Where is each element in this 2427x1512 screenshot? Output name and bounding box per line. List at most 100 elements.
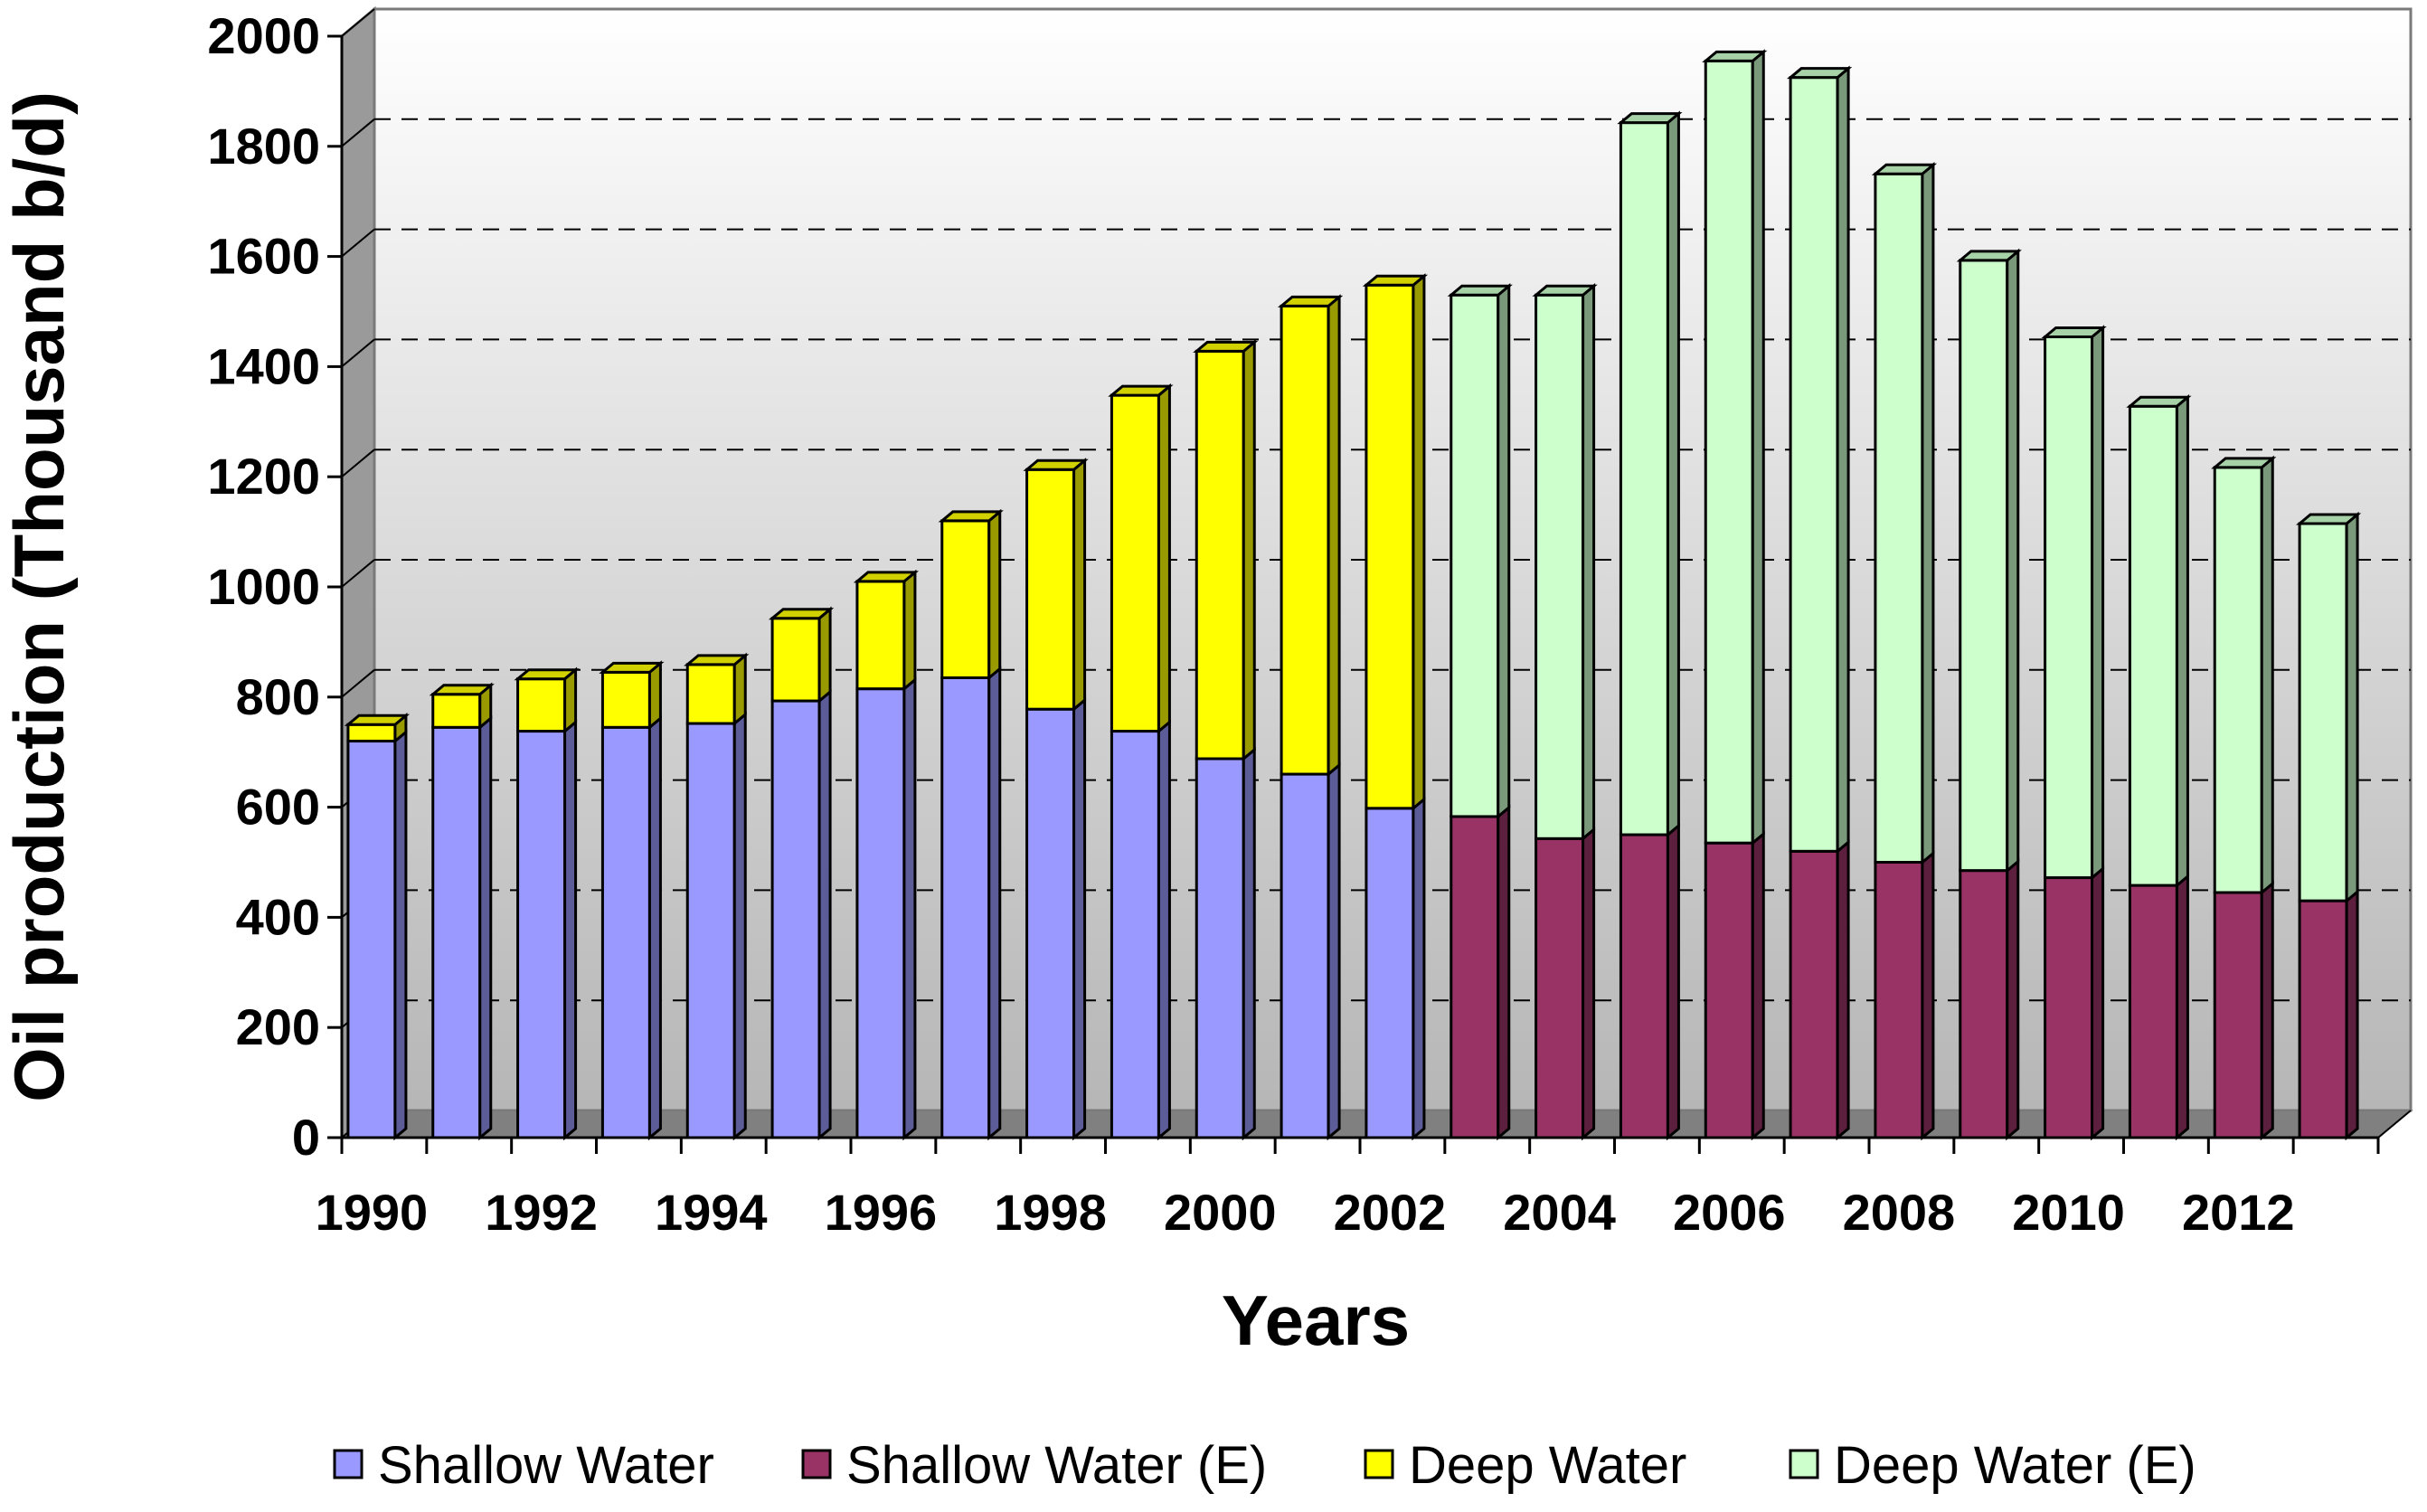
bar-stack-2011 xyxy=(2126,394,2192,1141)
bar-stack-2005 xyxy=(1617,110,1683,1141)
legend: Shallow Water Shallow Water (E) Deep Water… xyxy=(333,1436,2196,1495)
legend-swatch xyxy=(1364,1449,1394,1479)
bar-stack-1992 xyxy=(514,666,580,1141)
bar-side xyxy=(1921,162,1935,865)
bar-side xyxy=(1072,458,1087,713)
bar-top xyxy=(2211,457,2277,469)
bar-side xyxy=(2345,888,2359,1141)
y-tick-label: 0 xyxy=(292,1109,320,1166)
bar-shallow-water-1992 xyxy=(516,730,567,1139)
bar-top xyxy=(2295,513,2362,525)
bar-deep-water-1990 xyxy=(346,723,397,743)
bar-stack-2013 xyxy=(2295,511,2362,1141)
bar-deep-water-1991 xyxy=(431,693,482,729)
bar-shallow-water-1996 xyxy=(855,687,906,1139)
bar-side xyxy=(1836,65,1850,855)
bar-side xyxy=(2345,511,2359,904)
x-tick-label: 2004 xyxy=(1503,1184,1616,1241)
bar-stack-2007 xyxy=(1786,65,1853,1141)
y-tick-label: 1800 xyxy=(207,118,320,175)
bar-shallow-water-2001 xyxy=(1280,772,1330,1139)
y-tick-depth xyxy=(341,449,375,477)
bar-stack-2001 xyxy=(1277,294,1344,1141)
bar-side xyxy=(647,715,662,1141)
bar-deep-water-1999 xyxy=(1110,393,1160,733)
bars xyxy=(344,49,2362,1141)
bar-deep-water-1997 xyxy=(940,519,991,679)
bar-shallow-water-2000 xyxy=(1195,757,1245,1139)
bar-stack-1993 xyxy=(599,660,665,1141)
y-tick-depth xyxy=(341,338,375,368)
bar-deep-water-1992 xyxy=(516,677,567,733)
bar-top xyxy=(1871,163,1938,175)
y-tick-depth xyxy=(341,228,375,258)
legend-label: Deep Water (E) xyxy=(1834,1436,2196,1495)
bar-deep-water-1995 xyxy=(770,617,821,703)
bar-shallow-water-e-2009 xyxy=(1959,869,2009,1139)
bar-side xyxy=(1242,339,1256,762)
bar-stack-1998 xyxy=(1023,458,1089,1141)
bar-shallow-water-e-2008 xyxy=(1874,861,1924,1139)
bar-deep-water-e-2011 xyxy=(2128,404,2178,887)
bar-shallow-water-e-2006 xyxy=(1704,841,1754,1139)
bar-side xyxy=(1157,383,1171,734)
bar-side xyxy=(2175,394,2189,889)
x-tick-label: 1992 xyxy=(485,1184,598,1241)
bar-stack-2004 xyxy=(1532,283,1598,1141)
y-tick-label: 1200 xyxy=(207,448,320,505)
bar-deep-water-e-2005 xyxy=(1619,121,1669,836)
bar-stack-1991 xyxy=(429,682,495,1141)
bar-side xyxy=(2260,455,2274,896)
bar-side xyxy=(1751,830,1765,1141)
bar-top xyxy=(514,668,580,681)
bar-shallow-water-1999 xyxy=(1110,730,1160,1139)
bar-side xyxy=(1242,746,1256,1141)
bar-top xyxy=(2041,326,2107,339)
bar-side xyxy=(987,508,1002,681)
bar-shallow-water-2002 xyxy=(1365,807,1415,1139)
x-axis-title: Years xyxy=(1222,1280,1410,1360)
bar-side xyxy=(1412,796,1426,1141)
bar-deep-water-2001 xyxy=(1280,304,1330,776)
x-tick-label: 2000 xyxy=(1164,1184,1277,1241)
bar-top xyxy=(1956,250,2022,262)
bar-side xyxy=(902,569,917,692)
x-tick-label: 2012 xyxy=(2182,1184,2295,1241)
bar-deep-water-1998 xyxy=(1025,468,1076,711)
x-tick-label: 1990 xyxy=(316,1184,429,1241)
x-tick-label: 1998 xyxy=(994,1184,1107,1241)
bar-deep-water-e-2012 xyxy=(2213,466,2263,894)
bar-top xyxy=(1447,284,1513,297)
y-tick-label: 200 xyxy=(236,998,320,1055)
y-tick-depth xyxy=(341,669,375,698)
bar-top xyxy=(768,608,835,620)
bar-shallow-water-e-2004 xyxy=(1535,836,1585,1139)
y-tick-depth xyxy=(341,559,375,588)
bar-top xyxy=(1193,340,1259,353)
x-tick-label: 2002 xyxy=(1334,1184,1447,1241)
bar-shallow-water-1995 xyxy=(770,699,821,1139)
x-tick-label: 1996 xyxy=(825,1184,938,1241)
bar-top xyxy=(1277,295,1344,307)
bar-deep-water-e-2010 xyxy=(2044,335,2094,880)
y-tick-depth xyxy=(341,8,375,37)
y-tick-label: 800 xyxy=(236,668,320,725)
x-axis-depth xyxy=(2377,1110,2412,1139)
bar-shallow-water-1991 xyxy=(431,725,482,1139)
bar-shallow-water-1998 xyxy=(1025,707,1076,1139)
bar-stack-2010 xyxy=(2041,325,2107,1141)
bar-stack-2006 xyxy=(1702,49,1768,1141)
bar-side xyxy=(1666,110,1680,838)
bar-shallow-water-1994 xyxy=(685,722,736,1139)
bar-side xyxy=(1836,839,1850,1141)
bar-stack-2000 xyxy=(1193,339,1259,1141)
bar-side xyxy=(732,711,747,1141)
bar-shallow-water-e-2003 xyxy=(1450,815,1500,1139)
bar-shallow-water-e-2010 xyxy=(2044,876,2094,1139)
x-tick-label: 1994 xyxy=(655,1184,768,1241)
bar-side xyxy=(2006,248,2020,874)
y-tick-labels: 0 200 400 600 800 1000 1200 1400 1600 1800 2000 xyxy=(207,7,320,1166)
bar-side xyxy=(817,688,832,1141)
bar-top xyxy=(1702,50,1768,62)
